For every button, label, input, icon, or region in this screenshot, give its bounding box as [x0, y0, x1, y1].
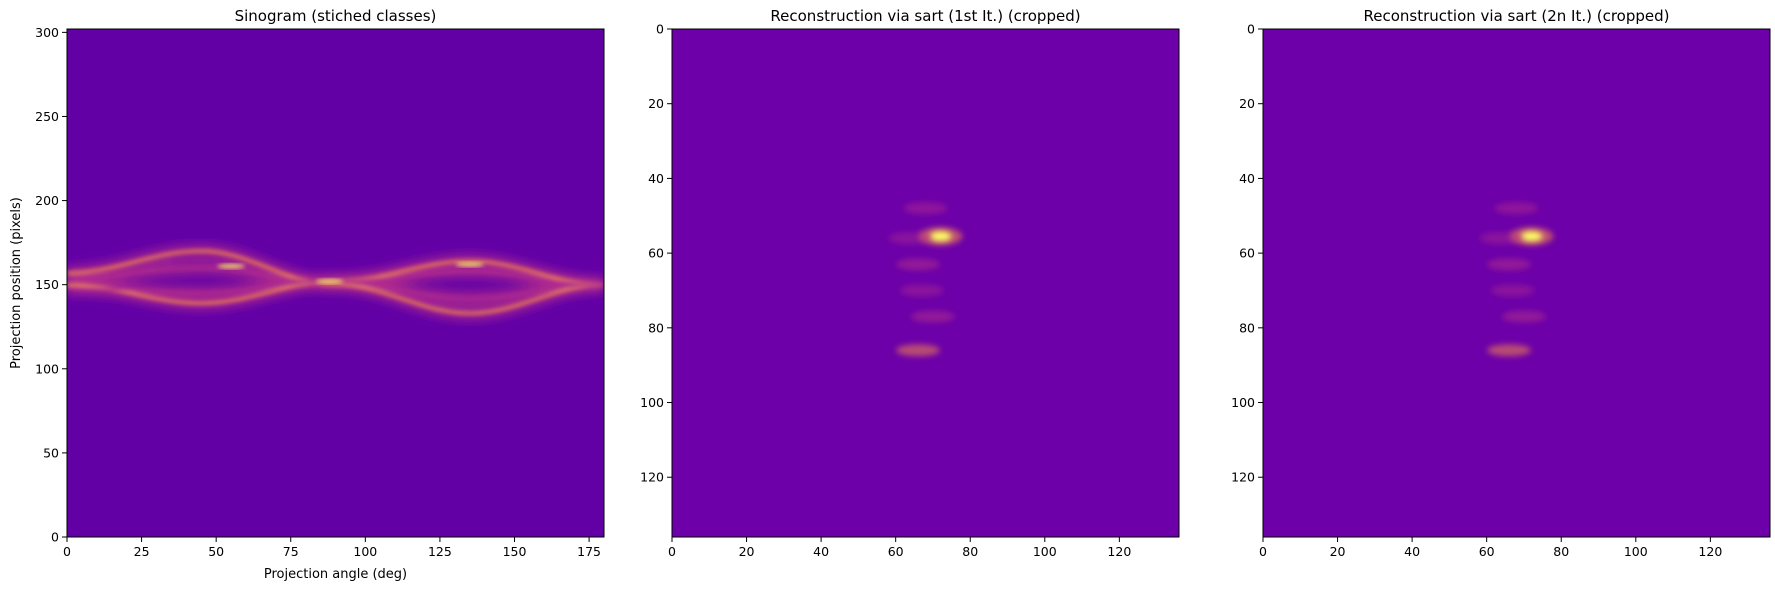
y-axis: 0 20 40 60 80 100 120 [1231, 22, 1263, 485]
reconstruction-spot [1520, 231, 1543, 242]
x-tick-label: 80 [1553, 544, 1569, 559]
y-tick-label: 80 [648, 320, 664, 335]
x-tick-label: 0 [63, 544, 71, 559]
y-axis: 0 20 40 60 80 100 120 [640, 22, 672, 485]
reconstruction-1st-panel: Reconstruction via sart (1st It.) (cropp… [640, 7, 1180, 559]
y-tick-label: 150 [35, 277, 59, 292]
chart-title: Reconstruction via sart (1st It.) (cropp… [770, 7, 1080, 25]
y-tick-label: 0 [656, 22, 664, 37]
x-tick-label: 120 [1698, 544, 1722, 559]
x-tick-label: 75 [283, 544, 299, 559]
y-tick-label: 200 [35, 193, 59, 208]
x-axis: 0 20 40 60 80 100 120 [1259, 537, 1722, 559]
heatmap-image [1479, 202, 1554, 357]
x-tick-label: 25 [134, 544, 150, 559]
reconstruction-spot [903, 202, 948, 215]
x-axis: 0 20 40 60 80 100 120 [668, 537, 1131, 559]
heatmap-image [67, 244, 604, 321]
plot-area [1263, 29, 1770, 537]
reconstruction-spot [910, 310, 955, 323]
y-tick-label: 80 [1239, 320, 1255, 335]
y-tick-label: 0 [1247, 22, 1255, 37]
y-tick-label: 100 [640, 395, 664, 410]
reconstruction-spot [1494, 202, 1539, 215]
x-tick-label: 100 [1624, 544, 1648, 559]
sinogram-highlight [315, 278, 344, 284]
y-tick-label: 100 [1231, 395, 1255, 410]
plot-frame [1262, 28, 1771, 538]
reconstruction-spot [1487, 344, 1532, 357]
plot-frame [671, 28, 1180, 538]
y-tick-label: 60 [1239, 246, 1255, 261]
y-tick-label: 100 [35, 361, 59, 376]
reconstruction-spot [899, 284, 944, 297]
y-tick-label: 40 [1239, 171, 1255, 186]
reconstruction-spot [896, 258, 941, 271]
x-tick-label: 50 [208, 544, 224, 559]
x-tick-label: 125 [428, 544, 452, 559]
x-tick-label: 60 [888, 544, 904, 559]
reconstruction-2nd-panel: Reconstruction via sart (2n It.) (croppe… [1231, 7, 1771, 559]
y-tick-label: 60 [648, 246, 664, 261]
reconstruction-spot [1479, 232, 1524, 245]
reconstruction-spot [1487, 258, 1532, 271]
y-tick-label: 120 [1231, 470, 1255, 485]
x-tick-label: 150 [503, 544, 527, 559]
x-tick-label: 120 [1107, 544, 1131, 559]
sinogram-panel: Sinogram (stiched classes) 0 25 50 75 100 125… [9, 7, 605, 582]
x-tick-label: 40 [1404, 544, 1420, 559]
heatmap-image [888, 202, 963, 357]
x-tick-label: 40 [813, 544, 829, 559]
y-tick-label: 0 [51, 530, 59, 545]
x-tick-label: 175 [577, 544, 601, 559]
y-tick-label: 20 [1239, 96, 1255, 111]
y-tick-label: 250 [35, 109, 59, 124]
reconstruction-spot [888, 232, 933, 245]
sinogram-highlight [455, 261, 484, 267]
chart-title: Reconstruction via sart (2n It.) (croppe… [1364, 7, 1670, 25]
y-tick-label: 50 [43, 445, 59, 460]
y-axis: 0 50 100 150 200 250 300 [35, 25, 67, 545]
x-tick-label: 0 [668, 544, 676, 559]
x-tick-label: 100 [353, 544, 377, 559]
y-tick-label: 300 [35, 25, 59, 40]
sinogram-highlight [217, 263, 246, 269]
y-axis-label: Projection position (pixels) [9, 197, 24, 369]
chart-title: Sinogram (stiched classes) [235, 7, 437, 25]
plot-frame [66, 28, 605, 538]
reconstruction-spot [896, 344, 941, 357]
x-tick-label: 100 [1033, 544, 1057, 559]
reconstruction-spot [1501, 310, 1546, 323]
x-tick-label: 20 [739, 544, 755, 559]
plot-area [672, 29, 1179, 537]
x-tick-label: 20 [1330, 544, 1346, 559]
reconstruction-spot [1490, 284, 1535, 297]
reconstruction-spot [929, 231, 952, 242]
sinogram-band [67, 249, 604, 315]
y-tick-label: 120 [640, 470, 664, 485]
x-tick-label: 0 [1259, 544, 1267, 559]
y-tick-label: 20 [648, 96, 664, 111]
x-axis: 0 25 50 75 100 125 150 175 [63, 537, 601, 559]
x-axis-label: Projection angle (deg) [264, 567, 407, 582]
x-tick-label: 60 [1479, 544, 1495, 559]
y-tick-label: 40 [648, 171, 664, 186]
x-tick-label: 80 [962, 544, 978, 559]
